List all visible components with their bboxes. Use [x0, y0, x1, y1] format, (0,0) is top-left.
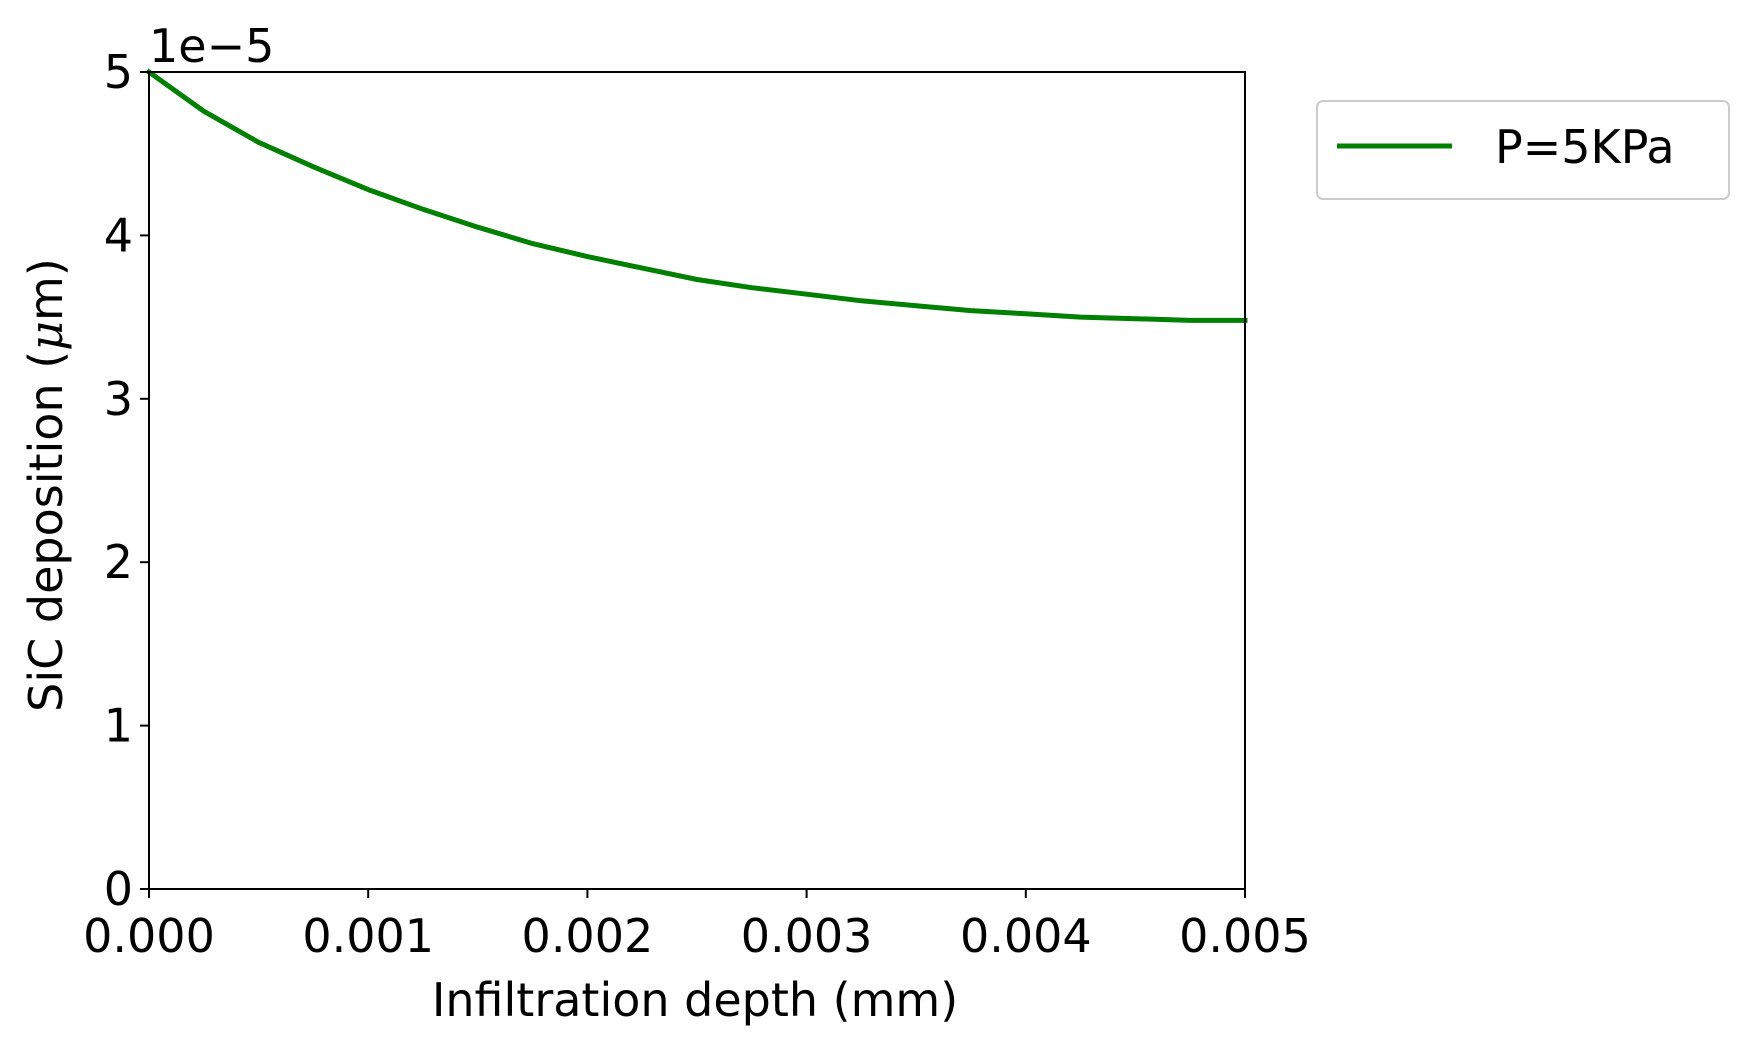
- y-axis-ticks: 0 1 2 3 4 5: [104, 45, 149, 916]
- x-tick-label: 0.004: [960, 909, 1092, 963]
- legend-frame: [1316, 100, 1730, 200]
- plot-area: [145, 68, 1248, 890]
- y-tick-label: 2: [104, 535, 133, 589]
- y-axis-title-suffix: m): [19, 258, 73, 321]
- axes-frame: [148, 71, 1246, 890]
- y-axis-title: SiC deposition (μm): [19, 258, 73, 712]
- legend-label: P=5KPa: [1495, 120, 1675, 174]
- y-tick-label: 3: [104, 372, 133, 426]
- y-axis-title-prefix: SiC deposition (: [19, 351, 73, 712]
- x-tick-label: 0.001: [302, 909, 434, 963]
- y-axis-offset-text: 1e−5: [149, 19, 274, 73]
- y-tick-label: 4: [104, 208, 133, 262]
- y-tick-label: 1: [104, 699, 133, 753]
- x-tick-label: 0.000: [83, 909, 215, 963]
- x-axis-title: Infiltration depth (mm): [432, 973, 958, 1027]
- x-tick-label: 0.002: [522, 909, 654, 963]
- legend: P=5KPa: [1316, 100, 1730, 200]
- y-axis-title-mu: μ: [19, 321, 73, 351]
- y-tick-label: 0: [104, 862, 133, 916]
- series-line-0: [145, 68, 1248, 323]
- y-tick-label: 5: [104, 45, 133, 99]
- x-tick-label: 0.005: [1179, 909, 1311, 963]
- x-axis-ticks: 0.000 0.001 0.002 0.003 0.004 0.005: [83, 889, 1311, 963]
- x-tick-label: 0.003: [741, 909, 873, 963]
